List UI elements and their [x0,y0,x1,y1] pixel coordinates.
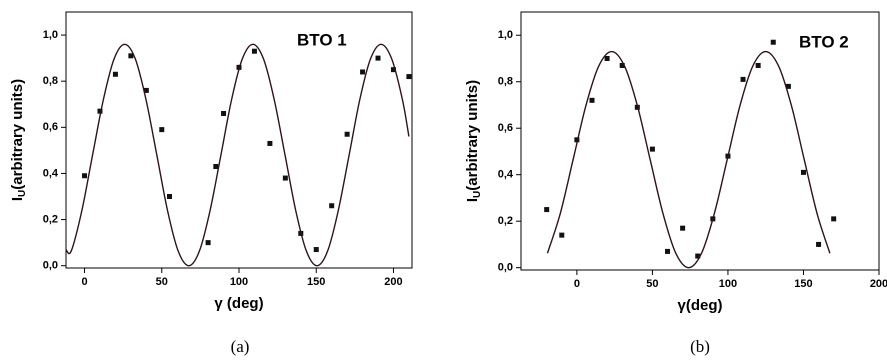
data-point [82,173,88,179]
data-point [559,232,565,238]
data-point [695,253,701,259]
data-point [785,83,791,89]
y-label-main: I [464,198,481,202]
data-point [128,53,134,59]
data-point [344,131,350,137]
caption: (a) [231,337,250,356]
data-point [205,240,211,246]
data-point [755,62,761,68]
x-tick-label: 0 [81,276,87,288]
data-point [604,55,610,61]
y-tick-label: 1,0 [498,29,513,41]
y-tick-label: 0,4 [43,167,59,179]
data-point [740,76,746,82]
y-axis-label: IU(arbitrary units) [9,79,28,201]
data-point [375,55,381,61]
y-label-rest: (arbitrary units) [9,79,26,190]
annotation: BTO 2 [799,32,849,51]
data-point [406,74,412,80]
y-tick-label: 0,6 [498,122,513,134]
data-point [665,248,671,254]
y-tick-label: 0,8 [498,76,513,88]
data-point [166,194,172,200]
y-tick-label: 0,2 [43,213,58,225]
data-point [112,71,118,77]
data-point [360,69,366,75]
data-point [619,62,625,68]
x-tick-label: 150 [307,276,325,288]
data-point [143,87,149,93]
plot-frame [520,11,880,271]
annotation: BTO 1 [297,30,347,49]
data-point [251,48,257,54]
data-point [329,203,335,209]
x-axis-label: γ (deg) [214,295,263,312]
data-point [831,216,837,222]
data-point [770,39,776,45]
y-tick-label: 0,4 [498,169,514,181]
data-point [313,247,319,253]
data-point [649,146,655,152]
y-tick-label: 1,0 [43,29,58,41]
y-tick-label: 0,2 [498,215,513,227]
data-point [221,110,227,116]
y-tick-label: 0,0 [498,262,513,274]
y-label-sub: U [17,190,28,197]
data-point [574,137,580,143]
caption: (b) [690,337,710,356]
fit-curve [65,43,410,267]
data-point [267,140,273,146]
data-point [544,207,550,213]
y-label-rest: (arbitrary units) [464,80,481,191]
data-point [390,67,396,73]
data-point [213,164,219,170]
y-label-sub: U [472,191,483,198]
x-tick-label: 200 [870,278,887,290]
x-tick-label: 200 [384,276,402,288]
x-tick-label: 100 [719,278,737,290]
data-point [816,241,822,247]
data-point [159,127,165,133]
fit-curve [546,50,831,269]
x-tick-label: 100 [230,276,248,288]
y-tick-label: 0,6 [43,121,58,133]
data-point [97,108,103,114]
y-tick-label: 0,8 [43,75,58,87]
y-tick-label: 0,0 [43,260,58,272]
data-point [800,169,806,175]
x-tick-label: 50 [646,278,658,290]
data-point [680,225,686,231]
x-tick-label: 150 [794,278,812,290]
x-tick-label: 0 [574,278,580,290]
data-point [282,175,288,181]
data-point [589,97,595,103]
y-axis-label: IU(arbitrary units) [464,80,483,202]
x-axis-label: γ(deg) [678,297,723,314]
x-tick-label: 50 [156,276,168,288]
y-label-main: I [9,197,26,201]
